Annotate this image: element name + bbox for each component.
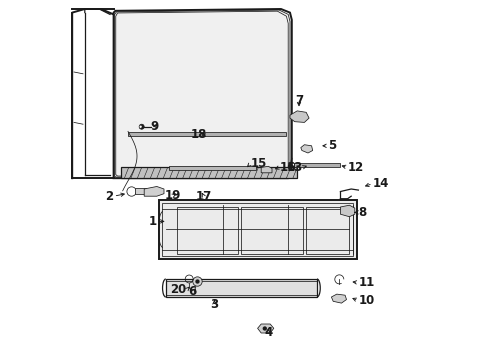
Text: 17: 17: [196, 190, 212, 203]
Bar: [135, 188, 146, 194]
Text: 7: 7: [295, 94, 303, 107]
Text: 10: 10: [358, 294, 375, 307]
Bar: [121, 167, 297, 178]
Bar: [294, 163, 341, 167]
Text: 1: 1: [148, 215, 157, 228]
Polygon shape: [290, 111, 309, 122]
Text: 6: 6: [189, 285, 197, 298]
Circle shape: [139, 124, 144, 129]
Text: 15: 15: [250, 157, 267, 170]
Text: 16: 16: [279, 161, 295, 174]
Bar: [162, 203, 353, 256]
Text: 18: 18: [191, 129, 207, 141]
Polygon shape: [114, 9, 292, 178]
Text: 4: 4: [264, 327, 272, 339]
Text: 9: 9: [150, 120, 159, 132]
Circle shape: [139, 125, 142, 128]
Polygon shape: [144, 186, 164, 196]
Polygon shape: [341, 205, 355, 217]
Text: 2: 2: [105, 190, 114, 203]
Polygon shape: [331, 294, 346, 303]
Polygon shape: [258, 324, 274, 333]
Polygon shape: [261, 166, 272, 173]
Text: 11: 11: [358, 276, 375, 289]
Text: 5: 5: [328, 139, 336, 152]
Circle shape: [263, 326, 267, 330]
Text: 8: 8: [358, 206, 367, 219]
Circle shape: [196, 279, 199, 284]
Bar: [159, 200, 357, 259]
Bar: [306, 207, 349, 254]
Circle shape: [193, 277, 202, 286]
Text: 12: 12: [347, 161, 364, 174]
Text: 19: 19: [165, 189, 181, 202]
Text: 20: 20: [171, 283, 187, 296]
Polygon shape: [124, 16, 286, 171]
Bar: [166, 279, 317, 297]
Bar: [176, 207, 238, 254]
Bar: [242, 207, 303, 254]
Bar: [170, 166, 256, 170]
Polygon shape: [130, 19, 283, 167]
Text: 3: 3: [210, 298, 219, 311]
Text: 13: 13: [286, 161, 303, 174]
Polygon shape: [301, 145, 313, 153]
Text: 14: 14: [373, 177, 389, 190]
Bar: [128, 132, 286, 136]
